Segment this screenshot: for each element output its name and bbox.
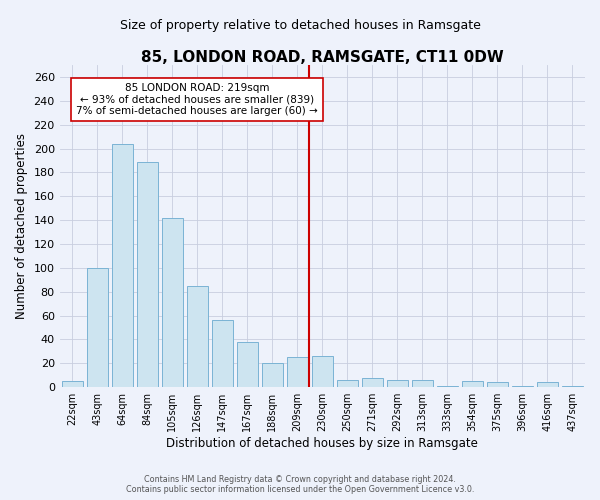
X-axis label: Distribution of detached houses by size in Ramsgate: Distribution of detached houses by size … bbox=[166, 437, 478, 450]
Bar bbox=[161, 218, 183, 387]
Bar bbox=[412, 380, 433, 387]
Bar bbox=[112, 144, 133, 387]
Bar bbox=[337, 380, 358, 387]
Bar bbox=[562, 386, 583, 387]
Bar bbox=[437, 386, 458, 387]
Bar bbox=[137, 162, 158, 387]
Bar bbox=[262, 364, 283, 387]
Bar bbox=[312, 356, 333, 387]
Bar bbox=[362, 378, 383, 387]
Text: 85 LONDON ROAD: 219sqm
← 93% of detached houses are smaller (839)
7% of semi-det: 85 LONDON ROAD: 219sqm ← 93% of detached… bbox=[76, 83, 318, 116]
Bar bbox=[487, 382, 508, 387]
Bar bbox=[287, 358, 308, 387]
Bar bbox=[236, 342, 258, 387]
Bar bbox=[512, 386, 533, 387]
Title: 85, LONDON ROAD, RAMSGATE, CT11 0DW: 85, LONDON ROAD, RAMSGATE, CT11 0DW bbox=[141, 50, 504, 65]
Y-axis label: Number of detached properties: Number of detached properties bbox=[15, 133, 28, 319]
Bar bbox=[387, 380, 408, 387]
Text: Contains HM Land Registry data © Crown copyright and database right 2024.
Contai: Contains HM Land Registry data © Crown c… bbox=[126, 474, 474, 494]
Text: Size of property relative to detached houses in Ramsgate: Size of property relative to detached ho… bbox=[119, 20, 481, 32]
Bar bbox=[462, 381, 483, 387]
Bar bbox=[86, 268, 108, 387]
Bar bbox=[537, 382, 558, 387]
Bar bbox=[62, 381, 83, 387]
Bar bbox=[187, 286, 208, 387]
Bar bbox=[212, 320, 233, 387]
